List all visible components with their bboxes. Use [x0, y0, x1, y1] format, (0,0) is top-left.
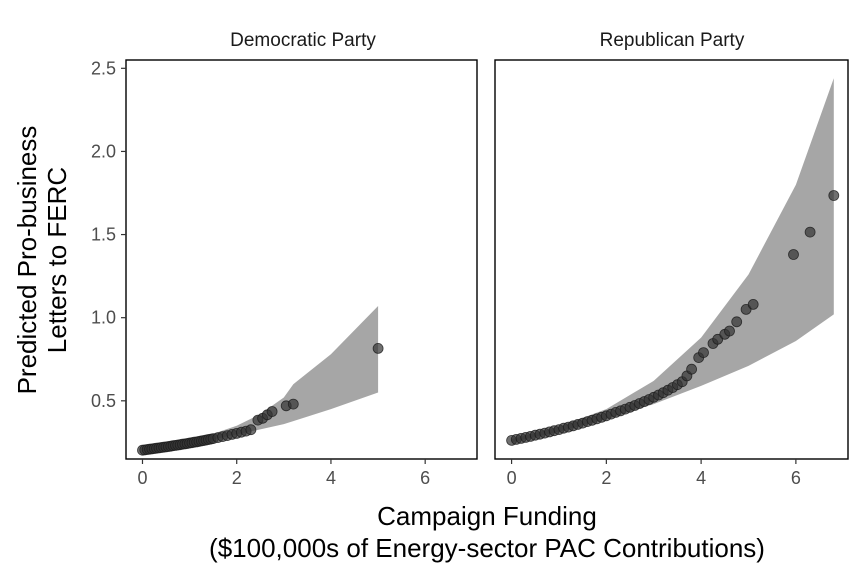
- data-point-republican: [724, 325, 735, 337]
- data-point-democratic: [372, 342, 384, 354]
- x-tick-label: 2: [601, 468, 611, 488]
- y-tick-label: 2.0: [91, 141, 116, 161]
- data-point-republican: [747, 298, 759, 310]
- data-point-republican: [828, 190, 840, 201]
- panel-democratic: Democratic Party 0 2 4 6: [125, 30, 478, 488]
- facet-title-republican: Republican Party: [600, 30, 745, 51]
- panel-border-democratic: [125, 59, 478, 460]
- y-axis-title-line-2: Letters to FERC: [42, 167, 72, 353]
- data-point-democratic: [287, 398, 299, 410]
- data-point-democratic: [266, 406, 278, 417]
- data-point-republican: [698, 347, 709, 359]
- data-point-republican: [686, 363, 697, 375]
- y-tick-label: 1.0: [91, 308, 116, 328]
- data-point-democratic: [245, 424, 257, 436]
- band-democratic-layer: [142, 306, 379, 451]
- x-axis-title-line-2: ($100,000s of Energy-sector PAC Contribu…: [209, 533, 765, 563]
- data-point-republican: [731, 316, 743, 328]
- x-tick-label: 0: [507, 468, 517, 488]
- data-point-republican: [788, 249, 799, 260]
- x-tick-label: 4: [696, 468, 706, 488]
- x-tick-label: 6: [791, 468, 801, 488]
- x-axis-title-line-1: Campaign Funding: [377, 501, 597, 531]
- y-tick-label: 2.5: [91, 58, 116, 78]
- confidence-band-democratic: [142, 306, 379, 451]
- points-republican-layer: [506, 190, 840, 446]
- x-tick-label: 6: [420, 468, 430, 488]
- y-tick-label: 1.5: [91, 225, 116, 245]
- y-tick-label: 0.5: [91, 391, 116, 411]
- data-point-republican: [804, 226, 816, 238]
- panel-border-republican: [494, 59, 849, 460]
- y-axis: 0.5 1.0 1.5 2.0 2.5: [91, 58, 126, 411]
- x-tick-label: 2: [232, 468, 242, 488]
- x-tick-label: 0: [137, 468, 147, 488]
- panel-republican: Republican Party 0 2 4 6: [494, 30, 849, 488]
- x-tick-label: 4: [326, 468, 336, 488]
- y-axis-title-line-1: Predicted Pro-business: [12, 126, 42, 395]
- confidence-band-republican: [511, 78, 834, 443]
- x-ticks-republican: 0 2 4 6: [507, 459, 801, 488]
- x-ticks-democratic: 0 2 4 6: [137, 459, 430, 488]
- band-republican-layer: [511, 78, 834, 443]
- points-democratic-layer: [137, 342, 384, 456]
- facet-title-democratic: Democratic Party: [230, 30, 376, 51]
